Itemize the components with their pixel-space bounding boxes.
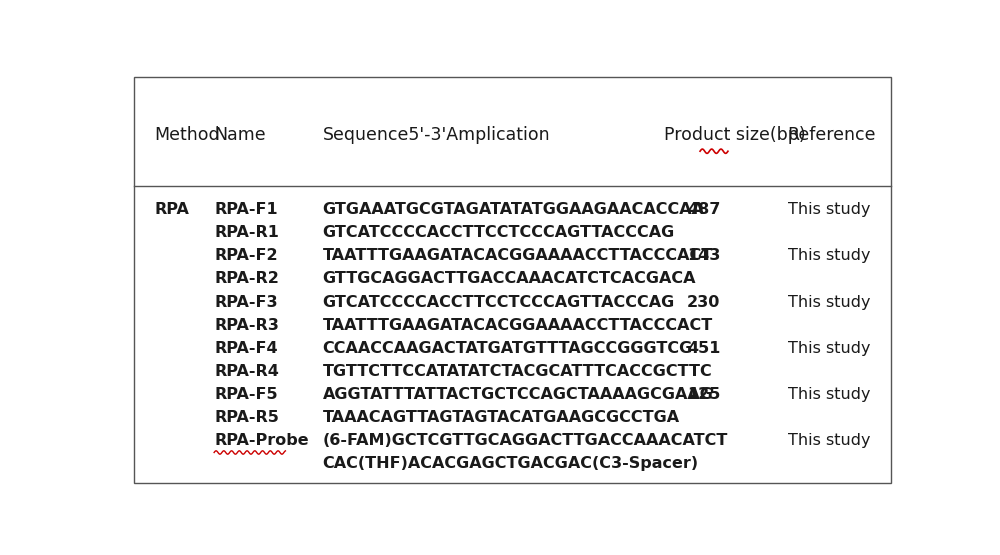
Text: GTTGCAGGACTTGACCAAACATCTCACGACA: GTTGCAGGACTTGACCAAACATCTCACGACA — [323, 271, 696, 286]
Text: (6-FAM)GCTCGTTGCAGGACTTGACCAAACATCT: (6-FAM)GCTCGTTGCAGGACTTGACCAAACATCT — [323, 433, 728, 448]
Text: TAATTTGAAGATACACGGAAAACCTTACCCACT: TAATTTGAAGATACACGGAAAACCTTACCCACT — [323, 249, 713, 264]
Text: 143: 143 — [687, 249, 720, 264]
Text: RPA-R5: RPA-R5 — [214, 410, 279, 425]
Text: AGGTATTTATTACTGCTCCAGCTAAAAGCGAAG: AGGTATTTATTACTGCTCCAGCTAAAAGCGAAG — [323, 387, 714, 402]
Text: Method: Method — [154, 126, 220, 144]
Text: RPA-F4: RPA-F4 — [214, 341, 278, 356]
Text: TAAACAGTTAGTAGTACATGAAGCGCCTGA: TAAACAGTTAGTAGTACATGAAGCGCCTGA — [323, 410, 680, 425]
Text: RPA-F5: RPA-F5 — [214, 387, 278, 402]
Text: 487: 487 — [687, 202, 720, 217]
Text: RPA-R3: RPA-R3 — [214, 317, 279, 332]
Text: 451: 451 — [687, 341, 720, 356]
Text: Product size(bp): Product size(bp) — [664, 126, 805, 144]
Text: This study: This study — [788, 202, 870, 217]
Text: Name: Name — [214, 126, 266, 144]
Text: RPA-F1: RPA-F1 — [214, 202, 278, 217]
Text: CAC(THF)ACACGAGCTGACGAC(C3-Spacer): CAC(THF)ACACGAGCTGACGAC(C3-Spacer) — [323, 456, 699, 471]
Text: RPA-Probe: RPA-Probe — [214, 433, 309, 448]
Text: This study: This study — [788, 341, 870, 356]
Text: TAATTTGAAGATACACGGAAAACCTTACCCACT: TAATTTGAAGATACACGGAAAACCTTACCCACT — [323, 317, 713, 332]
Text: CCAACCAAGACTATGATGTTTAGCCGGGTCG: CCAACCAAGACTATGATGTTTAGCCGGGTCG — [323, 341, 693, 356]
Text: RPA-F2: RPA-F2 — [214, 249, 278, 264]
Text: This study: This study — [788, 295, 870, 310]
Text: TGTTCTTCCATATATCTACGCATTTCACCGCTTC: TGTTCTTCCATATATCTACGCATTTCACCGCTTC — [323, 364, 712, 379]
Text: GTCATCCCCACCTTCCTCCCAGTTACCCAG: GTCATCCCCACCTTCCTCCCAGTTACCCAG — [323, 295, 675, 310]
Text: RPA-F3: RPA-F3 — [214, 295, 278, 310]
Text: RPA-R4: RPA-R4 — [214, 364, 279, 379]
Text: RPA-R1: RPA-R1 — [214, 225, 279, 240]
Text: 230: 230 — [687, 295, 720, 310]
Text: RPA: RPA — [154, 202, 189, 217]
Text: RPA-R2: RPA-R2 — [214, 271, 279, 286]
Text: Sequence5'-3'Amplication: Sequence5'-3'Amplication — [323, 126, 550, 144]
Text: Reference: Reference — [788, 126, 876, 144]
Text: This study: This study — [788, 387, 870, 402]
Text: GTCATCCCCACCTTCCTCCCAGTTACCCAG: GTCATCCCCACCTTCCTCCCAGTTACCCAG — [323, 225, 675, 240]
Text: GTGAAATGCGTAGATATATGGAAGAACACCAA: GTGAAATGCGTAGATATATGGAAGAACACCAA — [323, 202, 705, 217]
Text: This study: This study — [788, 249, 870, 264]
Text: 125: 125 — [687, 387, 720, 402]
Text: This study: This study — [788, 433, 870, 448]
